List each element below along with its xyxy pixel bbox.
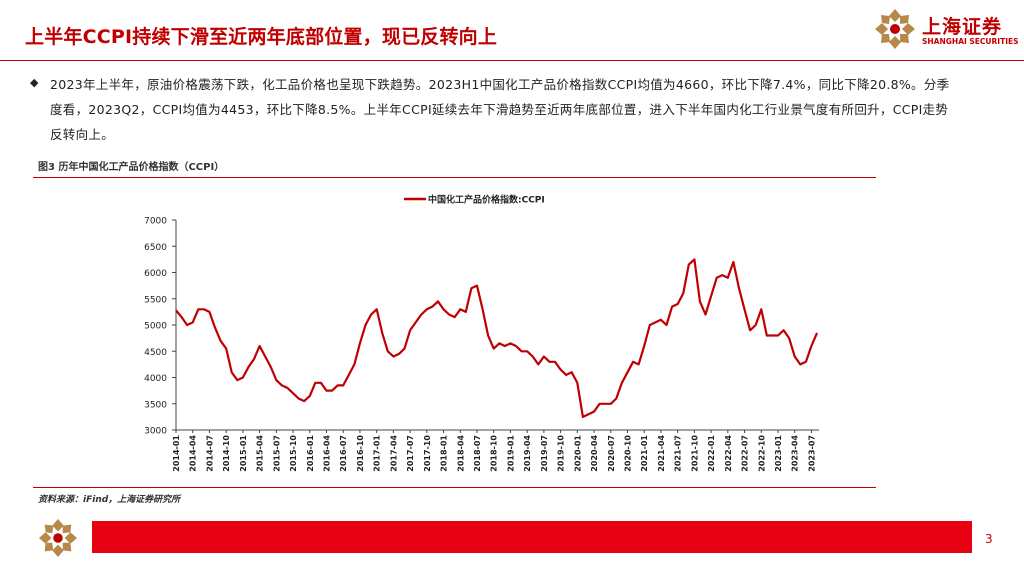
- x-tick-label: 2019-10: [557, 435, 566, 472]
- x-tick-label: 2023-01: [774, 435, 783, 472]
- brand-logo: 上海证券 SHANGHAI SECURITIES: [874, 6, 1020, 52]
- x-tick-label: 2015-07: [272, 435, 281, 472]
- x-tick-label: 2020-10: [623, 435, 632, 472]
- page-number: 3: [985, 532, 993, 546]
- figure-bottom-rule: [33, 487, 876, 488]
- x-tick-label: 2016-04: [322, 435, 331, 472]
- x-tick-label: 2019-04: [523, 435, 532, 472]
- legend-label: 中国化工产品价格指数:CCPI: [428, 194, 545, 206]
- x-tick-label: 2014-07: [205, 435, 214, 472]
- x-tick-label: 2017-10: [423, 435, 432, 472]
- x-tick-label: 2015-04: [256, 435, 265, 472]
- footer-emblem-icon: [38, 518, 78, 558]
- x-tick-label: 2014-04: [189, 435, 198, 472]
- x-tick-label: 2018-10: [490, 435, 499, 472]
- bullet-paragraph: 2023年上半年，原油价格震荡下跌，化工品价格也呈现下跌趋势。2023H1中国化…: [50, 77, 950, 142]
- title-divider: [0, 60, 1024, 61]
- bullet-diamond-icon: ◆: [30, 76, 39, 89]
- x-tick-label: 2016-10: [356, 435, 365, 472]
- x-tick-label: 2022-04: [724, 435, 733, 472]
- x-tick-label: 2021-04: [657, 435, 666, 472]
- x-tick-label: 2014-01: [172, 435, 181, 472]
- figure-source: 资料来源：iFind，上海证券研究所: [38, 495, 181, 505]
- y-tick-label: 3000: [144, 427, 167, 437]
- x-tick-label: 2019-07: [540, 435, 549, 472]
- footer-bar: [92, 521, 972, 553]
- x-tick-label: 2023-04: [791, 435, 800, 472]
- x-tick-label: 2018-01: [440, 435, 449, 472]
- x-tick-label: 2020-04: [590, 435, 599, 472]
- y-tick-label: 6000: [144, 269, 167, 279]
- x-tick-label: 2016-07: [339, 435, 348, 472]
- x-tick-label: 2021-07: [674, 435, 683, 472]
- y-tick-label: 7000: [144, 217, 167, 227]
- ccpi-series-line: [175, 258, 819, 418]
- y-tick-label: 5500: [144, 295, 167, 305]
- x-tick-label: 2014-10: [222, 435, 231, 472]
- brand-emblem-icon: [875, 9, 915, 49]
- x-tick-label: 2023-07: [807, 435, 816, 472]
- x-tick-label: 2017-04: [389, 435, 398, 472]
- x-tick-label: 2019-01: [506, 435, 515, 472]
- x-tick-label: 2017-01: [373, 435, 382, 472]
- figure-top-rule: [33, 177, 876, 178]
- x-tick-label: 2022-07: [741, 435, 750, 472]
- x-tick-label: 2018-07: [473, 435, 482, 472]
- x-tick-label: 2021-10: [690, 435, 699, 472]
- y-tick-label: 6500: [144, 243, 167, 253]
- y-tick-label: 4500: [144, 348, 167, 358]
- y-tick-label: 3500: [144, 400, 167, 410]
- x-tick-label: 2020-01: [573, 435, 582, 472]
- brand-name-en: SHANGHAI SECURITIES: [922, 37, 1019, 46]
- y-tick-label: 4000: [144, 374, 167, 384]
- x-tick-label: 2017-07: [406, 435, 415, 472]
- x-tick-label: 2022-01: [707, 435, 716, 472]
- x-tick-label: 2020-07: [607, 435, 616, 472]
- x-tick-label: 2016-01: [306, 435, 315, 472]
- x-tick-label: 2015-10: [289, 435, 298, 472]
- x-tick-label: 2018-04: [456, 435, 465, 472]
- x-tick-label: 2022-10: [757, 435, 766, 472]
- figure-title: 图3 历年中国化工产品价格指数（CCPI）: [38, 162, 225, 173]
- page-title: 上半年CCPI持续下滑至近两年底部位置，现已反转向上: [25, 26, 498, 48]
- brand-name-cn: 上海证券: [922, 16, 1003, 38]
- x-tick-label: 2021-01: [640, 435, 649, 472]
- x-tick-label: 2015-01: [239, 435, 248, 472]
- y-tick-label: 5000: [144, 322, 167, 332]
